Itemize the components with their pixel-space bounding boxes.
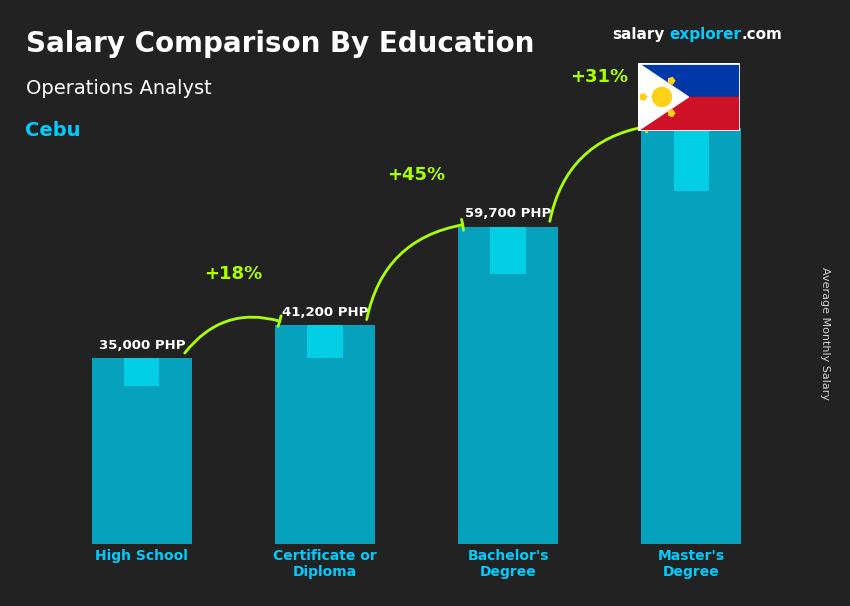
Text: 78,200 PHP: 78,200 PHP xyxy=(648,109,734,122)
Polygon shape xyxy=(641,94,647,100)
Circle shape xyxy=(653,87,672,107)
Bar xyxy=(275,325,376,544)
Polygon shape xyxy=(638,63,688,131)
Text: explorer: explorer xyxy=(669,27,741,42)
Bar xyxy=(638,97,740,131)
Text: 41,200 PHP: 41,200 PHP xyxy=(281,305,368,319)
Bar xyxy=(308,325,343,358)
Bar xyxy=(124,358,160,386)
Text: Operations Analyst: Operations Analyst xyxy=(26,79,212,98)
Bar xyxy=(490,227,525,275)
Bar xyxy=(638,63,740,97)
Text: Average Monthly Salary: Average Monthly Salary xyxy=(819,267,830,400)
Bar xyxy=(457,227,558,544)
Text: Cebu: Cebu xyxy=(26,121,81,140)
Polygon shape xyxy=(669,78,675,84)
Text: .com: .com xyxy=(741,27,782,42)
Text: +45%: +45% xyxy=(388,166,445,184)
Text: salary: salary xyxy=(612,27,665,42)
Text: 35,000 PHP: 35,000 PHP xyxy=(99,339,185,351)
Text: Salary Comparison By Education: Salary Comparison By Education xyxy=(26,30,534,58)
Text: +31%: +31% xyxy=(570,68,629,86)
Bar xyxy=(673,128,709,191)
Polygon shape xyxy=(669,110,675,116)
Text: +18%: +18% xyxy=(204,264,263,282)
Bar xyxy=(641,128,741,544)
Bar xyxy=(92,358,192,544)
Text: 59,700 PHP: 59,700 PHP xyxy=(465,207,551,221)
